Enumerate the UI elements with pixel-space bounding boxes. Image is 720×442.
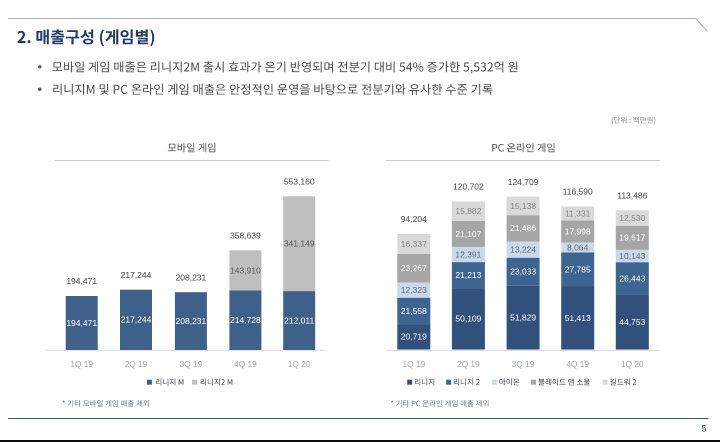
svg-text:13,224: 13,224 — [510, 245, 536, 255]
svg-text:20,719: 20,719 — [401, 332, 427, 342]
svg-text:51,829: 51,829 — [510, 313, 536, 323]
svg-text:8,064: 8,064 — [567, 242, 589, 252]
svg-text:1Q 19: 1Q 19 — [402, 359, 425, 369]
svg-text:12,323: 12,323 — [401, 285, 427, 295]
svg-text:116,590: 116,590 — [563, 187, 593, 197]
svg-text:214,728: 214,728 — [230, 315, 261, 325]
svg-text:94,204: 94,204 — [401, 214, 427, 224]
svg-text:19,617: 19,617 — [619, 233, 645, 243]
svg-text:3Q 19: 3Q 19 — [512, 359, 535, 369]
svg-text:3Q 19: 3Q 19 — [180, 359, 203, 369]
svg-text:26,443: 26,443 — [619, 273, 645, 283]
svg-text:12,391: 12,391 — [455, 249, 481, 259]
svg-text:1Q 20: 1Q 20 — [288, 359, 311, 369]
svg-text:16,337: 16,337 — [401, 239, 427, 249]
svg-text:553,160: 553,160 — [284, 177, 315, 187]
svg-text:23,033: 23,033 — [510, 267, 536, 277]
svg-text:208,231: 208,231 — [176, 316, 207, 326]
svg-text:44,753: 44,753 — [619, 317, 645, 327]
svg-text:4Q 19: 4Q 19 — [566, 359, 589, 369]
svg-text:17,998: 17,998 — [565, 226, 591, 236]
svg-text:143,910: 143,910 — [230, 265, 261, 275]
svg-text:2Q 19: 2Q 19 — [457, 359, 480, 369]
svg-text:11,331: 11,331 — [565, 208, 591, 218]
svg-text:27,785: 27,785 — [565, 264, 591, 274]
svg-text:217,244: 217,244 — [121, 315, 152, 325]
svg-text:212,011: 212,011 — [284, 316, 314, 326]
svg-text:21,107: 21,107 — [455, 229, 481, 239]
svg-text:4Q 19: 4Q 19 — [234, 359, 257, 369]
svg-text:50,109: 50,109 — [455, 314, 481, 324]
svg-text:21,558: 21,558 — [401, 306, 427, 316]
svg-text:15,138: 15,138 — [510, 201, 536, 211]
svg-text:1Q 19: 1Q 19 — [70, 359, 93, 369]
svg-text:194,471: 194,471 — [66, 318, 97, 328]
svg-text:217,244: 217,244 — [121, 270, 152, 280]
svg-text:21,213: 21,213 — [455, 270, 481, 280]
svg-text:51,413: 51,413 — [565, 313, 591, 323]
svg-text:12,530: 12,530 — [619, 213, 645, 223]
svg-text:341,149: 341,149 — [284, 239, 315, 249]
svg-text:21,486: 21,486 — [510, 223, 536, 233]
svg-text:1Q 20: 1Q 20 — [621, 359, 644, 369]
svg-text:358,639: 358,639 — [230, 231, 261, 241]
svg-text:2Q 19: 2Q 19 — [125, 359, 148, 369]
svg-text:5: 5 — [701, 424, 706, 434]
svg-text:194,471: 194,471 — [66, 276, 97, 286]
svg-text:23,267: 23,267 — [401, 263, 427, 273]
svg-text:124,709: 124,709 — [508, 177, 539, 187]
svg-text:208,231: 208,231 — [176, 272, 207, 282]
svg-text:15,882: 15,882 — [455, 206, 481, 216]
svg-text:120,702: 120,702 — [453, 182, 484, 192]
svg-text:113,486: 113,486 — [617, 191, 647, 201]
svg-text:10,143: 10,143 — [619, 251, 645, 261]
